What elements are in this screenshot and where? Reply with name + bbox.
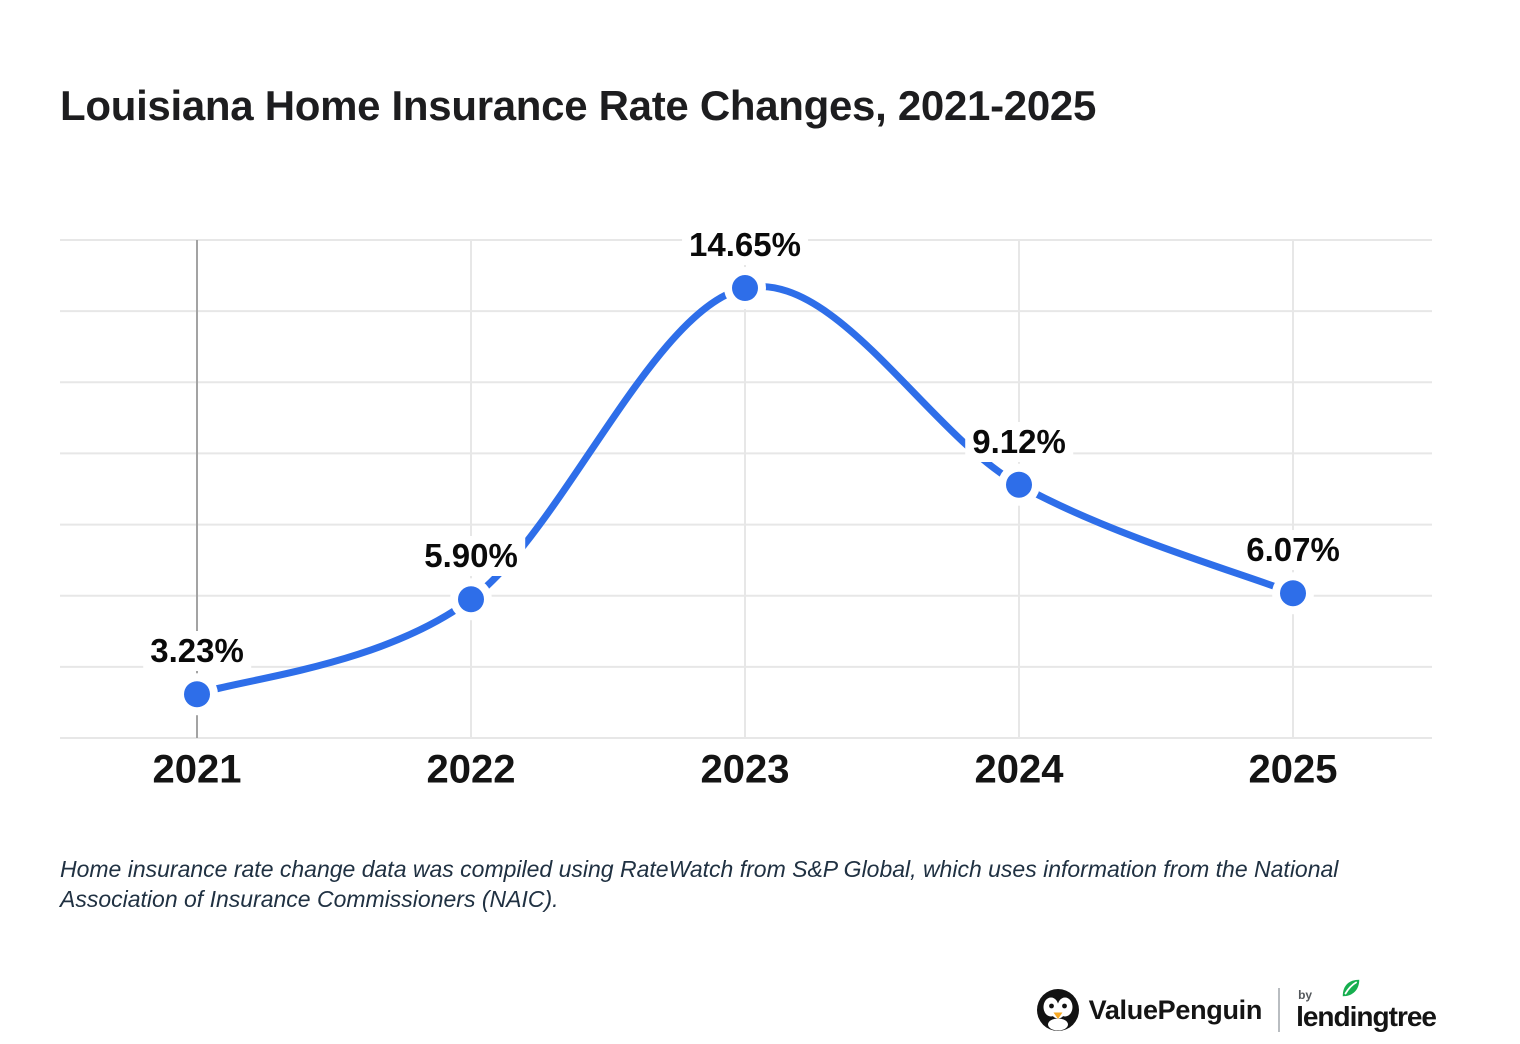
source-note: Home insurance rate change data was comp… (60, 856, 1339, 913)
x-axis-label-2023: 2023 (700, 747, 790, 792)
data-label-2025: 6.07% (1239, 530, 1347, 571)
lendingtree-logo: by lendingtree (1296, 979, 1437, 1032)
data-label-2023: 14.65% (682, 225, 808, 266)
data-point (1006, 471, 1032, 498)
data-label-2022: 5.90% (417, 536, 525, 577)
data-point (184, 681, 210, 708)
data-label-2024: 9.12% (965, 421, 1073, 462)
data-label-2021: 3.23% (143, 631, 251, 672)
valuepenguin-wordmark: ValuePenguin (1088, 994, 1263, 1025)
by-label: by (1298, 987, 1313, 1002)
x-axis-label-2021: 2021 (152, 747, 242, 792)
lendingtree-wordmark: lendingtree (1296, 1000, 1437, 1032)
page-title: Louisiana Home Insurance Rate Changes, 2… (60, 82, 1097, 129)
data-point (458, 586, 484, 613)
line-chart (60, 239, 1432, 739)
data-point (732, 275, 758, 302)
brand-logos: ValuePenguin by lendingtree (1036, 979, 1437, 1032)
x-axis-label-2025: 2025 (1248, 747, 1338, 792)
data-point (1280, 580, 1306, 607)
leaf-icon (1342, 979, 1360, 997)
logo-divider (1278, 988, 1281, 1032)
penguin-icon (1036, 989, 1079, 1031)
x-axis-label-2024: 2024 (974, 747, 1064, 792)
x-axis-label-2022: 2022 (426, 747, 516, 792)
